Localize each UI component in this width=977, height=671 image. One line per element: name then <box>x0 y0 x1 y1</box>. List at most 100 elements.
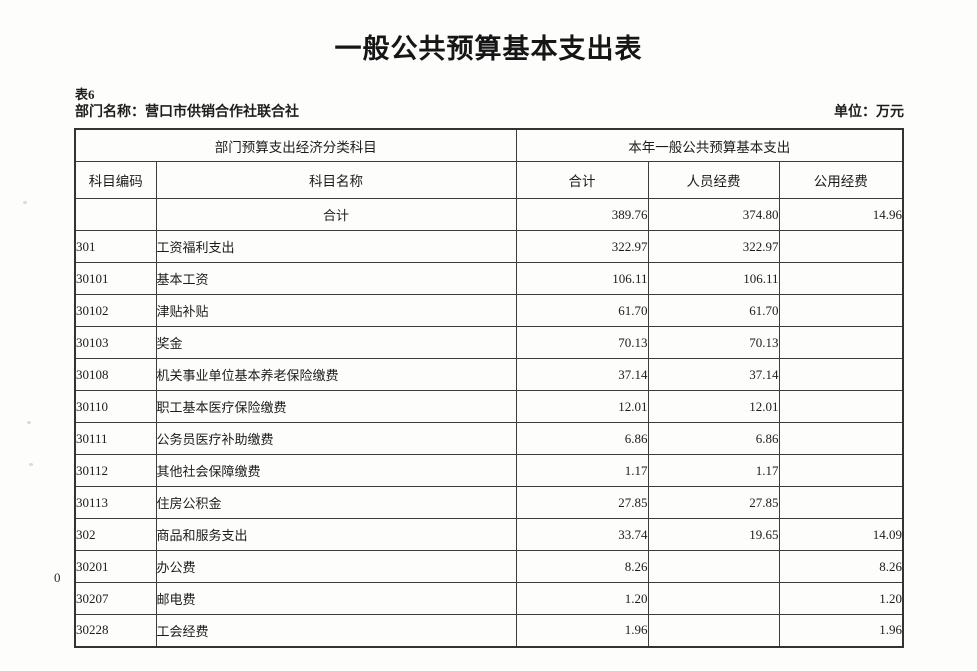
total-cell: 37.14 <box>515 358 649 391</box>
subject-name-cell: 津贴补贴 <box>155 294 517 327</box>
subject-name-cell: 基本工资 <box>155 262 517 295</box>
public-cell: 14.96 <box>778 198 904 231</box>
subject-name-cell: 工会经费 <box>155 614 517 647</box>
subject-name-cell: 其他社会保障缴费 <box>155 454 517 487</box>
stray-margin-mark: 0 <box>54 570 61 585</box>
public-cell <box>778 294 904 327</box>
public-cell: 14.09 <box>778 518 904 551</box>
public-cell: 8.26 <box>778 550 904 583</box>
subject-code-cell: 30110 <box>74 390 157 423</box>
table-row: 30108 机关事业单位基本养老保险缴费 37.14 37.14 <box>74 358 904 391</box>
table-row: 30111 公务员医疗补助缴费 6.86 6.86 <box>74 422 904 455</box>
subject-code-cell: 30102 <box>74 294 157 327</box>
public-cell <box>778 230 904 263</box>
table-row-grand-total: 合计 389.76 374.80 14.96 <box>74 198 904 231</box>
table-row: 30113 住房公积金 27.85 27.85 <box>74 486 904 519</box>
total-cell: 1.17 <box>515 454 649 487</box>
subject-name-cell: 工资福利支出 <box>155 230 517 263</box>
subject-code-cell: 30228 <box>74 614 157 647</box>
subject-code-cell: 301 <box>74 230 157 263</box>
total-cell: 12.01 <box>515 390 649 423</box>
subject-name-cell: 机关事业单位基本养老保险缴费 <box>155 358 517 391</box>
public-cell <box>778 358 904 391</box>
personnel-cell: 19.65 <box>647 518 780 551</box>
subject-code-cell: 302 <box>74 518 157 551</box>
personnel-cell: 1.17 <box>647 454 780 487</box>
total-cell: 106.11 <box>515 262 649 295</box>
personnel-cell: 106.11 <box>647 262 780 295</box>
table-row: 30112 其他社会保障缴费 1.17 1.17 <box>74 454 904 487</box>
table-row: 30102 津贴补贴 61.70 61.70 <box>74 294 904 327</box>
personnel-cell: 322.97 <box>647 230 780 263</box>
scan-speck <box>29 463 33 466</box>
personnel-cell <box>647 550 780 583</box>
table-row: 30228 工会经费 1.96 1.96 <box>74 614 904 647</box>
public-cell <box>778 262 904 295</box>
table-row: 30103 奖金 70.13 70.13 <box>74 326 904 359</box>
subject-code-cell: 30113 <box>74 486 157 519</box>
public-cell <box>778 390 904 423</box>
total-cell: 6.86 <box>515 422 649 455</box>
personnel-cell <box>647 614 780 647</box>
public-cell: 1.96 <box>778 614 904 647</box>
table-row: 30207 邮电费 1.20 1.20 <box>74 582 904 615</box>
subject-name-cell: 住房公积金 <box>155 486 517 519</box>
subject-code-cell: 30201 <box>74 550 157 583</box>
total-cell: 322.97 <box>515 230 649 263</box>
scan-speck <box>23 201 27 204</box>
total-cell: 33.74 <box>515 518 649 551</box>
personnel-cell: 27.85 <box>647 486 780 519</box>
personnel-cell: 61.70 <box>647 294 780 327</box>
subject-code-cell: 30112 <box>74 454 157 487</box>
scan-speck <box>27 421 31 424</box>
page-title: 一般公共预算基本支出表 <box>334 34 643 65</box>
subject-code-cell: 30207 <box>74 582 157 615</box>
public-cell <box>778 486 904 519</box>
budget-table: 部门预算支出经济分类科目 本年一般公共预算基本支出 科目编码 科目名称 合计 人… <box>74 128 904 648</box>
table-row: 301 工资福利支出 322.97 322.97 <box>74 230 904 263</box>
personnel-cell: 374.80 <box>647 198 780 231</box>
subject-code-cell: 30103 <box>74 326 157 359</box>
public-cell <box>778 326 904 359</box>
table-row: 30101 基本工资 106.11 106.11 <box>74 262 904 295</box>
table-group-header-row: 部门预算支出经济分类科目 本年一般公共预算基本支出 <box>74 128 904 162</box>
personnel-cell: 6.86 <box>647 422 780 455</box>
column-header-subject-name: 科目名称 <box>155 161 517 199</box>
table-row: 30110 职工基本医疗保险缴费 12.01 12.01 <box>74 390 904 423</box>
personnel-cell: 70.13 <box>647 326 780 359</box>
personnel-cell: 37.14 <box>647 358 780 391</box>
subject-name-cell: 奖金 <box>155 326 517 359</box>
personnel-cell: 12.01 <box>647 390 780 423</box>
public-cell <box>778 454 904 487</box>
total-cell: 389.76 <box>515 198 649 231</box>
subject-name-cell: 公务员医疗补助缴费 <box>155 422 517 455</box>
subject-code-cell: 30101 <box>74 262 157 295</box>
public-cell <box>778 422 904 455</box>
group-header-classification: 部门预算支出经济分类科目 <box>74 128 517 162</box>
subject-name-cell: 邮电费 <box>155 582 517 615</box>
department-label: 部门名称： <box>75 105 145 120</box>
unit-note: 单位：万元 <box>834 105 904 120</box>
public-cell: 1.20 <box>778 582 904 615</box>
subject-name-cell: 办公费 <box>155 550 517 583</box>
subject-name-cell: 商品和服务支出 <box>155 518 517 551</box>
department-line: 部门名称：营口市供销合作社联合社 <box>75 101 299 121</box>
column-header-public: 公用经费 <box>778 161 904 199</box>
table-column-header-row: 科目编码 科目名称 合计 人员经费 公用经费 <box>74 161 904 199</box>
table-row: 30201 办公费 8.26 8.26 <box>74 550 904 583</box>
total-cell: 1.20 <box>515 582 649 615</box>
subject-name-cell: 合计 <box>155 198 517 231</box>
subject-code-cell <box>74 198 157 231</box>
sheet-number-label: 表6 <box>75 87 95 102</box>
column-header-subject-code: 科目编码 <box>74 161 157 199</box>
column-header-personnel: 人员经费 <box>647 161 780 199</box>
group-header-current-year: 本年一般公共预算基本支出 <box>515 128 904 162</box>
table-row: 302 商品和服务支出 33.74 19.65 14.09 <box>74 518 904 551</box>
personnel-cell <box>647 582 780 615</box>
department-name: 营口市供销合作社联合社 <box>145 105 299 120</box>
total-cell: 1.96 <box>515 614 649 647</box>
subject-name-cell: 职工基本医疗保险缴费 <box>155 390 517 423</box>
total-cell: 61.70 <box>515 294 649 327</box>
total-cell: 27.85 <box>515 486 649 519</box>
